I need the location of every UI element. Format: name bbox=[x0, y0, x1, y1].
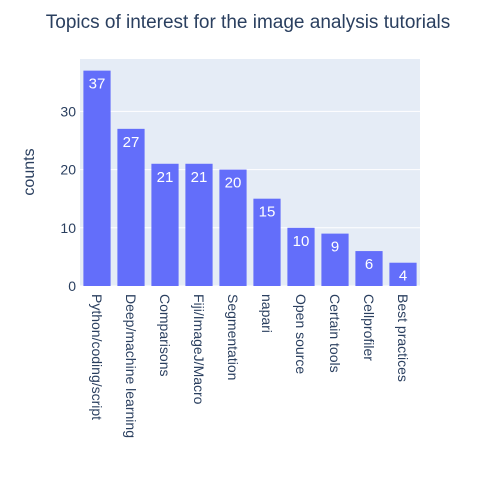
x-tick-label: Python/coding/script bbox=[89, 294, 105, 420]
bar bbox=[253, 198, 281, 286]
x-tick-label: Comparisons bbox=[157, 294, 173, 376]
bar bbox=[321, 233, 349, 286]
bar-value-label: 10 bbox=[293, 233, 310, 250]
bar bbox=[185, 163, 213, 286]
x-tick-label: Deep/machine learning bbox=[123, 294, 139, 438]
bar-value-label: 20 bbox=[225, 175, 242, 192]
bar-value-label: 37 bbox=[89, 76, 106, 93]
y-tick-label: 0 bbox=[68, 278, 76, 294]
x-axis-categories: Python/coding/script Deep/machine learnin… bbox=[89, 294, 411, 438]
bar bbox=[219, 169, 247, 286]
bar-value-label: 15 bbox=[259, 204, 276, 221]
bar bbox=[83, 70, 111, 287]
x-tick-label: Open source bbox=[293, 294, 309, 374]
y-tick-label: 20 bbox=[60, 162, 76, 178]
y-axis-label: counts bbox=[21, 148, 38, 195]
x-tick-label: napari bbox=[259, 294, 275, 333]
bar-value-label: 21 bbox=[157, 169, 174, 186]
bar-value-label: 21 bbox=[191, 169, 208, 186]
x-tick-label: Certain tools bbox=[327, 294, 343, 373]
x-tick-label: Cellprofiler bbox=[361, 294, 377, 361]
bar bbox=[355, 251, 383, 286]
x-tick-label: Fiji/ImageJ/Macro bbox=[191, 294, 207, 405]
y-tick-label: 30 bbox=[60, 103, 76, 119]
x-tick-label: Best practices bbox=[395, 294, 411, 382]
bar bbox=[151, 163, 179, 286]
chart-title: Topics of interest for the image analysi… bbox=[46, 12, 450, 33]
bars: 37 27 21 21 20 15 10 9 6 4 bbox=[83, 70, 417, 287]
bar-value-label: 9 bbox=[331, 239, 339, 256]
bar bbox=[117, 128, 145, 286]
bar-value-label: 4 bbox=[399, 268, 407, 285]
bar bbox=[389, 262, 417, 286]
bar-value-label: 27 bbox=[123, 134, 140, 151]
x-tick-label: Segmentation bbox=[225, 294, 241, 380]
y-tick-label: 10 bbox=[60, 220, 76, 236]
bar-value-label: 6 bbox=[365, 256, 373, 273]
bar bbox=[287, 227, 315, 286]
y-axis-ticks: 0 10 20 30 bbox=[60, 103, 76, 294]
